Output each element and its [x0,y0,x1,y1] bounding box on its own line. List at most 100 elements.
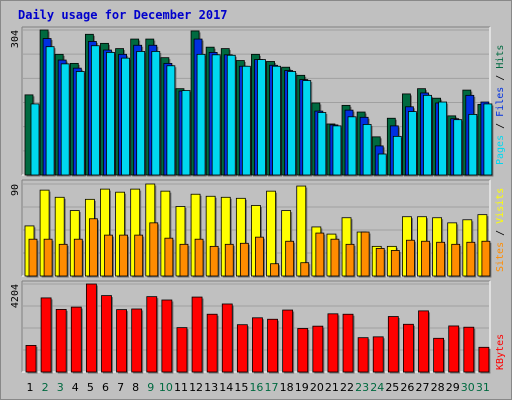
day-label: 26 [400,381,414,394]
sites-bar [88,218,98,277]
kbytes-bar [146,296,158,373]
pages-bar [302,80,312,176]
kbytes-bar [101,295,112,373]
kbytes-bar [312,325,324,373]
kbytes-bar [267,318,278,373]
pages-bar [257,59,266,176]
kbytes-bar [448,325,460,373]
kbytes-bar [131,308,143,373]
day-label: 3 [57,381,64,394]
day-label: 24 [370,381,384,394]
sites-bar [43,238,53,277]
pages-bar [60,63,70,176]
pages-bar [332,125,342,176]
ymax-hits-label: 304 [10,30,21,48]
sites-bar [360,231,370,277]
pages-bar [423,94,432,176]
kbytes-bar [463,326,475,373]
legend-kbytes: KBytes [495,334,506,370]
kbytes-bar [357,337,369,373]
sites-bar [239,242,249,277]
legend-top: Pages / Files / Hits [495,45,506,165]
chart-title: Daily usage for December 2017 [18,8,228,22]
day-label: 27 [416,381,430,394]
pages-bar [166,65,176,176]
pages-bar [226,54,236,176]
day-label: 21 [325,381,339,394]
kbytes-bar [176,327,188,373]
day-label: 30 [461,381,475,394]
sites-bar [481,240,491,277]
legend-files: Files [495,87,506,117]
kbytes-bar [297,328,309,373]
sites-bar [406,239,415,277]
kbytes-bar [387,316,399,373]
pages-bar [362,124,372,176]
legend-hits: Hits [495,45,506,69]
sites-bar [421,240,430,277]
day-label: 9 [147,381,154,394]
day-label: 17 [265,381,279,394]
kbytes-bar [25,345,37,373]
day-label: 23 [355,381,369,394]
day-label: 1 [27,381,34,394]
sites-bar [209,245,219,277]
sites-bar [255,236,264,277]
day-label: 14 [219,381,233,394]
sites-bar [345,243,355,277]
kbytes-bar [372,336,384,373]
legend-sites: Sites [495,242,506,272]
day-label: 7 [117,381,124,394]
sites-bar [466,241,476,277]
sites-bar [390,250,400,277]
kbytes-bar [40,297,52,373]
sites-bar [134,234,144,277]
ymax-visits-label: 90 [10,184,21,196]
pages-bar [408,111,417,176]
pages-bar [438,101,448,176]
legend-pages: Pages [495,135,506,165]
day-label: 12 [189,381,203,394]
pages-bar [181,90,191,176]
kbytes-bar [85,283,97,373]
kbytes-bar [327,313,339,373]
kbytes-bar [221,303,233,373]
kbytes-bar [70,306,82,373]
kbytes-bar [282,309,294,373]
day-label: 2 [42,381,49,394]
sites-bar [451,243,461,277]
visits-bar [266,190,276,277]
kbytes-bar [403,323,414,373]
kbytes-bar [236,324,248,373]
kbytes-bar [418,310,429,373]
kbytes-bar [116,309,127,373]
pages-bar [196,53,206,176]
day-label: 15 [234,381,248,394]
kbytes-bar [161,299,173,373]
pages-bar [317,112,327,176]
kbytes-bar [55,309,67,373]
pages-bar [90,45,100,176]
day-label: 19 [295,381,309,394]
pages-bar [45,46,55,176]
sites-bar [73,238,83,277]
pages-bar [75,71,85,176]
pages-bar [453,119,463,176]
kbytes-bar [478,346,490,373]
kbytes-bar [206,313,218,373]
pages-bar [106,52,115,176]
sites-bar [179,243,189,277]
sites-bar [149,222,159,277]
legend-bottom: KBytes [495,334,506,370]
day-label: 16 [249,381,263,394]
pages-bar [136,51,146,176]
kbytes-bar [433,337,445,373]
pages-bar [468,114,478,176]
pages-bar [483,103,493,176]
day-label: 18 [280,381,294,394]
sites-bar [28,238,38,277]
day-label: 29 [446,381,460,394]
sites-bar [270,263,279,277]
day-label: 4 [72,381,79,394]
